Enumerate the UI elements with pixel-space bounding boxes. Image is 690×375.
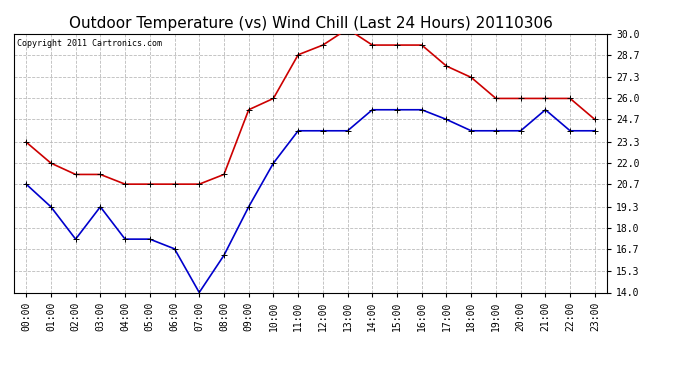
Title: Outdoor Temperature (vs) Wind Chill (Last 24 Hours) 20110306: Outdoor Temperature (vs) Wind Chill (Las… [68, 16, 553, 31]
Text: Copyright 2011 Cartronics.com: Copyright 2011 Cartronics.com [17, 39, 161, 48]
